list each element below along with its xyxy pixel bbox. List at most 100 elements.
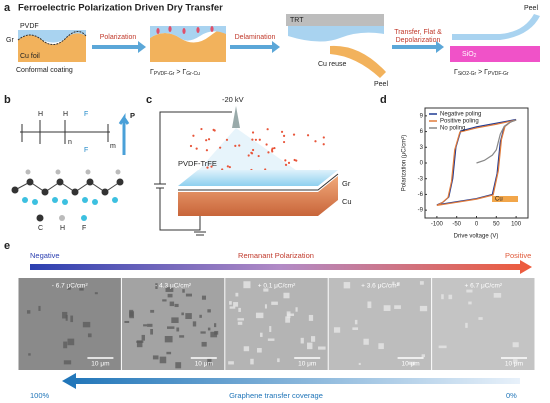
flake — [185, 313, 192, 320]
image-label: - 6.7 μC/cm² — [52, 283, 89, 290]
flake — [166, 351, 172, 355]
charge — [287, 161, 291, 164]
label: P — [130, 111, 135, 120]
flake — [174, 303, 179, 308]
flake — [378, 343, 384, 350]
series-line — [436, 119, 517, 207]
y-tick-label: 6 — [420, 129, 424, 135]
flake — [63, 341, 68, 349]
flake — [167, 326, 175, 329]
flake — [129, 309, 134, 317]
flake — [308, 314, 314, 321]
image-label: - 4.3 μC/cm² — [155, 283, 192, 290]
pvdf-layer — [288, 26, 384, 42]
cu-foil — [18, 31, 86, 62]
arrow — [62, 373, 520, 389]
flake — [94, 292, 98, 295]
panel-label: d — [380, 94, 387, 106]
cu-foil — [330, 45, 386, 78]
scale-label: 10 μm — [505, 361, 523, 368]
y-tick-label: -6 — [418, 192, 424, 198]
flake — [179, 335, 185, 338]
panel-c: c -20 kV PVDF-TrFE Gr Cu — [146, 94, 352, 236]
label: Gr — [342, 179, 351, 188]
flake — [238, 307, 241, 312]
flake — [408, 361, 416, 365]
label: PVDF-TrFE — [178, 159, 217, 168]
charge — [257, 154, 260, 158]
x-tick-label: -50 — [452, 222, 461, 228]
flake — [62, 311, 68, 319]
flake — [136, 340, 143, 348]
y-tick-label: -3 — [418, 176, 424, 182]
micrograph — [328, 278, 432, 370]
image-label: + 3.6 μC/cm² — [361, 283, 399, 290]
atom: H — [38, 111, 43, 118]
charge — [265, 143, 268, 146]
charge — [314, 140, 317, 143]
flake — [165, 287, 174, 292]
charge — [251, 138, 254, 141]
charge — [228, 165, 231, 169]
flake — [286, 313, 295, 316]
flake — [307, 342, 313, 350]
flake — [260, 332, 263, 337]
flake — [67, 285, 71, 290]
legend-label: No poling — [440, 126, 465, 132]
y-tick-label: -9 — [418, 208, 424, 214]
spray — [190, 128, 310, 180]
flake — [124, 320, 130, 323]
charge — [292, 133, 296, 136]
micrograph — [121, 278, 225, 370]
flake — [67, 338, 75, 346]
flake — [237, 321, 243, 325]
flake — [200, 331, 206, 334]
charge — [189, 144, 193, 148]
label: Cu foil — [20, 53, 40, 60]
label: SiO2 — [462, 51, 477, 59]
flake — [155, 283, 158, 289]
arrow — [392, 41, 444, 53]
label: Polarization — [100, 34, 137, 41]
flake — [358, 362, 361, 366]
legend-swatch — [59, 215, 65, 221]
flake — [285, 316, 291, 323]
pvdf-layer — [452, 14, 540, 40]
flake — [87, 333, 92, 338]
charge — [238, 144, 241, 147]
cu-foil — [150, 29, 226, 62]
flake — [164, 335, 173, 343]
inequality: ΓPVDF-Gr > ΓGr-Cu — [150, 69, 200, 77]
label: Gr — [6, 37, 14, 44]
flake — [269, 326, 272, 332]
y-tick-label: 9 — [420, 113, 424, 119]
image-label: + 0.1 μC/cm² — [258, 283, 296, 290]
flake — [210, 331, 218, 338]
charge — [266, 128, 269, 131]
flake — [207, 309, 211, 313]
arrow — [92, 41, 146, 53]
charge — [192, 134, 195, 137]
flake — [175, 362, 182, 369]
label: Cu reuse — [318, 61, 347, 68]
flake — [159, 356, 167, 364]
flake — [237, 318, 244, 321]
x-axis-label: Drive voltage (V) — [454, 234, 499, 240]
flake — [38, 305, 41, 311]
charge — [247, 154, 250, 157]
label: PVDF — [20, 23, 39, 30]
flake — [28, 353, 31, 356]
flake — [141, 334, 145, 341]
flake — [465, 322, 468, 328]
flake — [199, 314, 202, 318]
charge — [284, 163, 288, 166]
panel-label: e — [4, 240, 10, 252]
graphene — [178, 173, 339, 191]
panel-title: Ferroelectric Polarization Driven Dry Tr… — [18, 3, 223, 14]
charge — [254, 138, 257, 141]
charge — [206, 166, 209, 169]
caption: Conformal coating — [16, 67, 73, 74]
flake — [264, 304, 267, 309]
charge — [293, 158, 296, 162]
flake — [295, 307, 298, 312]
